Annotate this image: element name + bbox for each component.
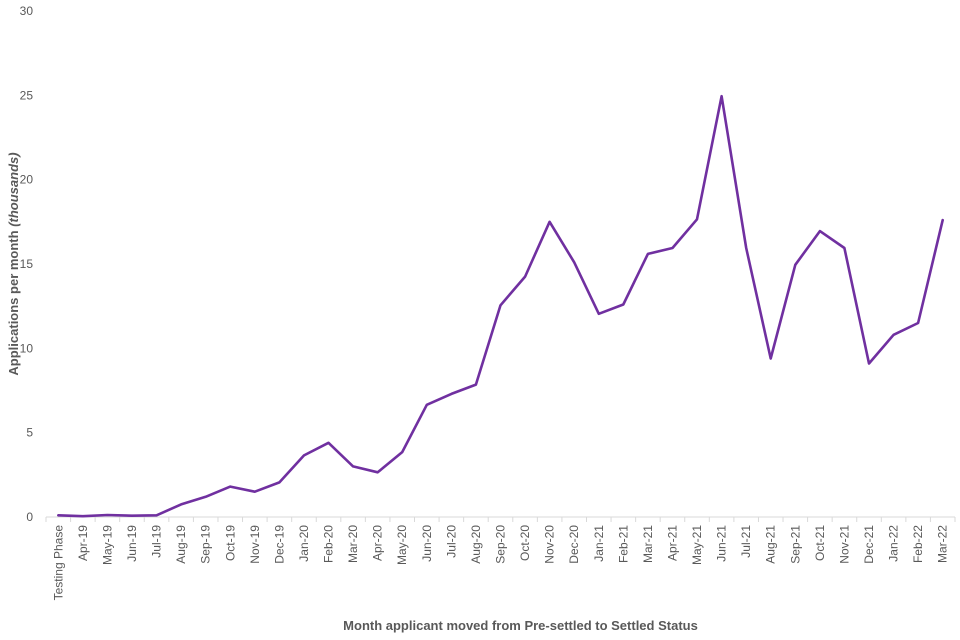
x-tick-label: Jun-19	[125, 525, 139, 562]
x-tick-label: May-20	[395, 525, 409, 565]
y-tick-label: 10	[20, 341, 34, 355]
x-axis-ticks: Testing Phase Apr-19 May-19 Jun-19 Jul-19 Aug…	[45, 517, 956, 601]
x-tick-label: Jun-21	[715, 525, 729, 562]
x-tick-label: Dec-21	[862, 525, 876, 564]
x-tick-label: May-21	[690, 525, 704, 565]
x-tick-label: Oct-19	[223, 525, 237, 561]
x-tick-label: Dec-20	[567, 525, 581, 564]
x-tick-label: Oct-21	[813, 525, 827, 561]
y-tick-label: 15	[20, 257, 34, 271]
x-tick-label: Sep-20	[494, 525, 508, 564]
x-tick-label: Jul-21	[739, 525, 753, 558]
y-axis-title-main: Applications per month	[6, 227, 21, 376]
x-tick-label: Feb-22	[911, 525, 925, 563]
x-tick-label: Jan-21	[592, 525, 606, 562]
y-tick-label: 25	[20, 88, 34, 102]
x-tick-label: Apr-20	[371, 525, 385, 561]
x-tick-label: Jul-20	[444, 525, 458, 558]
y-tick-label: 30	[20, 4, 34, 18]
y-tick-label: 20	[20, 173, 34, 187]
y-tick-label: 0	[26, 510, 33, 524]
y-tick-label: 5	[26, 426, 33, 440]
x-tick-label: Nov-19	[248, 525, 262, 564]
x-tick-label: Mar-21	[641, 525, 655, 563]
y-axis-title: Applications per month (thousands)	[6, 152, 21, 375]
x-tick-label: Apr-21	[665, 525, 679, 561]
x-tick-label: Jul-19	[150, 525, 164, 558]
x-tick-label: Sep-21	[788, 525, 802, 564]
x-tick-label: Mar-20	[346, 525, 360, 563]
x-tick-label: Aug-21	[764, 525, 778, 564]
series-line	[57, 94, 944, 518]
x-tick-label: Mar-22	[936, 525, 950, 563]
x-tick-label: Testing Phase	[51, 525, 65, 601]
x-tick-label: Aug-19	[174, 525, 188, 564]
x-tick-label: Jun-20	[420, 525, 434, 562]
x-axis-title: Month applicant moved from Pre-settled t…	[343, 618, 698, 633]
x-tick-label: Aug-20	[469, 525, 483, 564]
x-tick-label: Feb-20	[322, 525, 336, 563]
x-tick-label: Jan-22	[887, 525, 901, 562]
y-axis-ticks: 0 5 10 15 20 25 30	[20, 4, 34, 524]
x-tick-label: Sep-19	[199, 525, 213, 564]
x-tick-label: Nov-21	[837, 525, 851, 564]
x-tick-label: Apr-19	[76, 525, 90, 561]
x-tick-label: Nov-20	[543, 525, 557, 564]
x-tick-label: Oct-20	[518, 525, 532, 561]
x-tick-label: Jan-20	[297, 525, 311, 562]
x-tick-label: May-19	[100, 525, 114, 565]
y-axis-title-unit: (thousands)	[6, 152, 21, 226]
x-tick-label: Feb-21	[616, 525, 630, 563]
x-tick-label: Dec-19	[272, 525, 286, 564]
